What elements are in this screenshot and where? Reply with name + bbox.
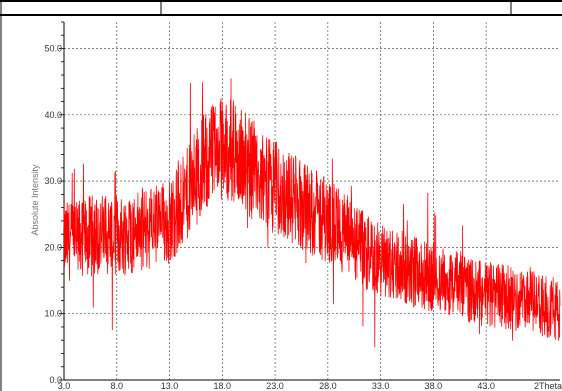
x-tick-label: 28.0	[319, 381, 337, 391]
y-tick-label: 40.0	[44, 110, 62, 120]
y-tick-label: 10.0	[44, 309, 62, 319]
y-tick-label: 0.0	[49, 375, 62, 385]
x-tick-label: 18.0	[214, 381, 232, 391]
x-axis-title: 2Theta	[534, 381, 562, 391]
y-axis-title: Absolute Intensity	[30, 164, 40, 236]
x-tick-label: 3.0	[58, 381, 71, 391]
x-tick-label: 13.0	[161, 381, 179, 391]
y-tick-label: 20.0	[44, 242, 62, 252]
y-tick-label: 30.0	[44, 176, 62, 186]
x-tick-label: 43.0	[477, 381, 495, 391]
x-tick-label: 8.0	[111, 381, 124, 391]
y-tick-label: 50.0	[44, 44, 62, 54]
x-tick-label: 23.0	[266, 381, 284, 391]
x-tick-label: 38.0	[425, 381, 443, 391]
x-tick-label: 33.0	[372, 381, 390, 391]
series-line	[63, 78, 561, 348]
